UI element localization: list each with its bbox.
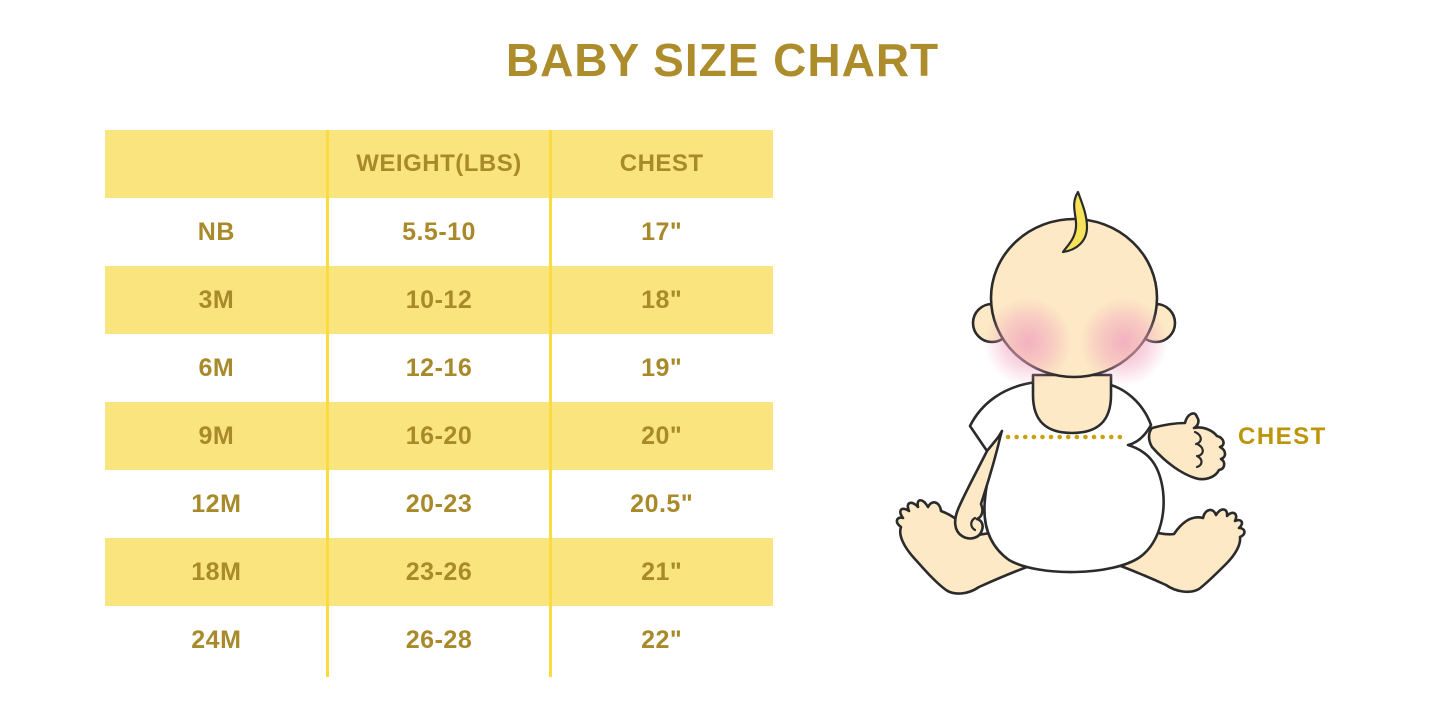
weight-cell: 12-16 — [405, 353, 473, 382]
header-chest-cell: CHEST — [619, 150, 704, 177]
baby-right-cheek — [1080, 298, 1168, 386]
size-cell: 12M — [191, 489, 242, 518]
weight-cell: 23-26 — [405, 557, 473, 586]
weight-cell: 20-23 — [405, 489, 473, 518]
table-header-row: WEIGHT(LBS) CHEST — [105, 130, 773, 198]
size-cell: 3M — [198, 285, 235, 314]
baby-right-arm — [1147, 412, 1227, 481]
weight-cell: 5.5-10 — [402, 217, 476, 246]
baby-left-leg — [895, 498, 1043, 595]
baby-size-table: WEIGHT(LBS) CHEST NB 5.5-10 17" 3M 10-12… — [105, 130, 773, 677]
baby-fist-finger-lines — [1193, 430, 1204, 469]
baby-left-arm — [953, 432, 1003, 540]
baby-neck — [1031, 373, 1113, 435]
chest-cell: 17" — [641, 217, 683, 246]
chest-cell: 18" — [641, 285, 683, 314]
chest-cell: 20.5" — [630, 489, 694, 518]
chest-cell: 22" — [641, 625, 683, 654]
size-cell: 9M — [198, 421, 235, 450]
table-row: 6M 12-16 19" — [105, 334, 773, 402]
header-weight-cell: WEIGHT(LBS) — [356, 150, 522, 177]
table-row: 3M 10-12 18" — [105, 266, 773, 334]
size-cell: 6M — [198, 353, 235, 382]
baby-hair-curl — [1061, 190, 1089, 254]
baby-illustration — [895, 190, 1246, 595]
chest-cell: 20" — [641, 421, 683, 450]
chest-measurement-label: CHEST — [1238, 423, 1327, 450]
table-row: 12M 20-23 20.5" — [105, 470, 773, 538]
weight-cell: 10-12 — [405, 285, 473, 314]
chest-cell: 19" — [641, 353, 683, 382]
page-title: BABY SIZE CHART — [505, 34, 940, 86]
table-row: 18M 23-26 21" — [105, 538, 773, 606]
table-row: 9M 16-20 20" — [105, 402, 773, 470]
baby-hand-finger-line — [970, 516, 977, 532]
baby-figure — [875, 185, 1345, 630]
table-row: 24M 26-28 22" — [105, 606, 773, 674]
column-separator-line — [549, 130, 552, 677]
column-separator-line — [326, 130, 329, 677]
weight-cell: 26-28 — [405, 625, 473, 654]
header-size-cell — [105, 130, 328, 198]
baby-left-cheek — [984, 298, 1072, 386]
table-row: NB 5.5-10 17" — [105, 198, 773, 266]
weight-cell: 16-20 — [405, 421, 473, 450]
chest-cell: 21" — [641, 557, 683, 586]
size-cell: NB — [197, 217, 235, 246]
size-cell: 18M — [191, 557, 242, 586]
size-cell: 24M — [191, 625, 242, 654]
